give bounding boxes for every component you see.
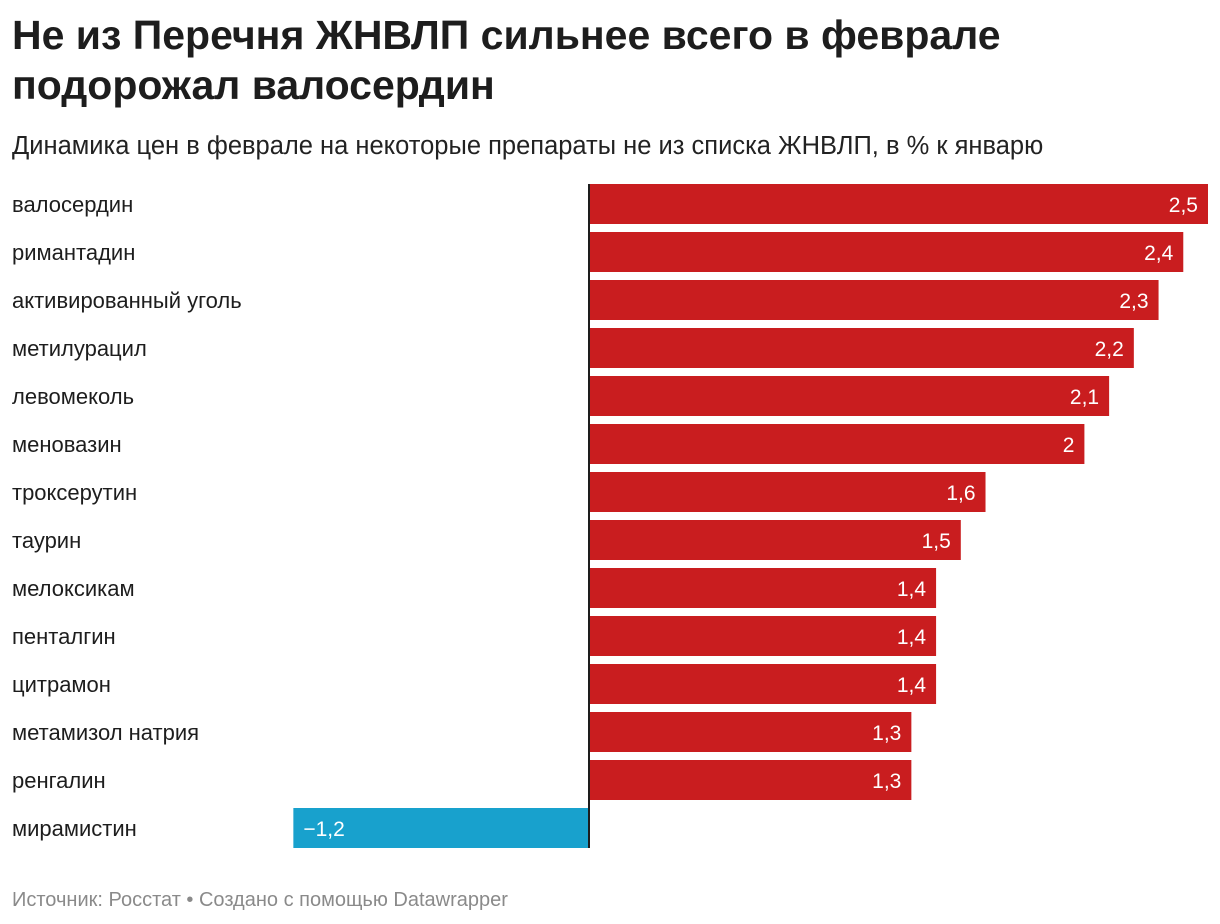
value-label: 1,4 [897, 674, 927, 697]
value-label: 1,4 [897, 626, 927, 649]
value-label: 1,5 [922, 530, 951, 553]
category-label: метилурацил [12, 336, 147, 361]
value-label: 2,3 [1119, 290, 1148, 313]
value-label: 1,3 [872, 722, 901, 745]
source-text: Источник: Росстат [12, 889, 181, 911]
chart-subtitle: Динамика цен в феврале на некоторые преп… [12, 132, 1044, 160]
category-label: валосердин [12, 192, 133, 217]
value-label: 2,1 [1070, 386, 1099, 409]
value-label: 2 [1063, 434, 1075, 457]
bar [590, 376, 1110, 416]
bar [590, 664, 937, 704]
bar [590, 232, 1184, 272]
category-label: таурин [12, 528, 81, 553]
category-label: римантадин [12, 240, 135, 265]
bar [590, 184, 1208, 224]
chart-title: Не из Перечня ЖНВЛП сильнее всего в февр… [12, 12, 1001, 108]
value-label: −1,2 [303, 818, 344, 841]
value-label: 2,2 [1095, 338, 1124, 361]
bar [590, 616, 937, 656]
bar [590, 760, 912, 800]
bar [590, 568, 937, 608]
category-label: троксерутин [12, 480, 137, 505]
bar [590, 280, 1159, 320]
bar [590, 712, 912, 752]
bar [590, 472, 986, 512]
bar [590, 520, 961, 560]
category-label: метамизол натрия [12, 720, 199, 745]
category-label: меновазин [12, 432, 122, 457]
bar [590, 328, 1134, 368]
chart-footer: Источник: Росстат • Создано с помощью Da… [12, 886, 508, 914]
value-label: 1,3 [872, 770, 901, 793]
bar [293, 808, 590, 848]
bar [590, 424, 1085, 464]
value-label: 1,6 [946, 482, 975, 505]
footer-separator: • [180, 889, 199, 911]
value-label: 1,4 [897, 578, 927, 601]
category-label: цитрамон [12, 672, 111, 697]
category-label: пенталгин [12, 624, 116, 649]
category-label: мелоксикам [12, 576, 135, 601]
category-label: левомеколь [12, 384, 134, 409]
value-label: 2,4 [1144, 242, 1174, 265]
category-label: ренгалин [12, 768, 106, 793]
category-label: мирамистин [12, 816, 137, 841]
value-label: 2,5 [1169, 194, 1198, 217]
category-label: активированный уголь [12, 288, 242, 313]
credit-text: Создано с помощью Datawrapper [198, 889, 508, 911]
